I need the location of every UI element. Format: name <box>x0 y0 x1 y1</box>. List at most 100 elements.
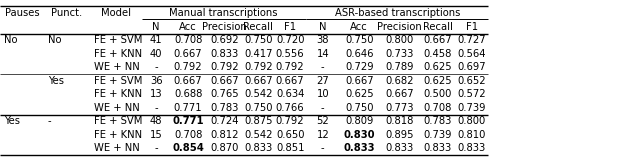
Text: 0.810: 0.810 <box>458 130 486 140</box>
Text: 0.765: 0.765 <box>210 89 239 99</box>
Text: 0.688: 0.688 <box>174 89 202 99</box>
Text: 0.739: 0.739 <box>423 130 452 140</box>
Text: 0.789: 0.789 <box>385 62 413 72</box>
Text: WE + NN: WE + NN <box>94 103 140 113</box>
Text: 0.667: 0.667 <box>244 76 273 86</box>
Text: N: N <box>152 22 160 32</box>
Text: 0.854: 0.854 <box>172 143 204 153</box>
Text: 0.542: 0.542 <box>244 130 273 140</box>
Text: 0.851: 0.851 <box>276 143 305 153</box>
Text: -: - <box>154 62 158 72</box>
Text: 0.727: 0.727 <box>458 35 486 45</box>
Text: Manual transcriptions: Manual transcriptions <box>169 8 277 18</box>
Text: 36: 36 <box>150 76 163 86</box>
Text: 0.783: 0.783 <box>210 103 239 113</box>
Text: 0.818: 0.818 <box>385 116 413 126</box>
Text: 0.692: 0.692 <box>210 35 239 45</box>
Text: No: No <box>4 35 18 45</box>
Text: 0.417: 0.417 <box>244 49 273 59</box>
Text: 0.750: 0.750 <box>244 103 273 113</box>
Text: Model: Model <box>101 8 131 18</box>
Text: 40: 40 <box>150 49 163 59</box>
Text: 0.720: 0.720 <box>276 35 305 45</box>
Text: 0.729: 0.729 <box>345 62 374 72</box>
Text: 0.556: 0.556 <box>276 49 305 59</box>
Text: WE + NN: WE + NN <box>94 62 140 72</box>
Text: 0.833: 0.833 <box>210 49 239 59</box>
Text: 12: 12 <box>316 130 329 140</box>
Text: 0.833: 0.833 <box>344 143 375 153</box>
Text: N: N <box>319 22 326 32</box>
Text: 0.634: 0.634 <box>276 89 305 99</box>
Text: 0.875: 0.875 <box>244 116 273 126</box>
Text: 0.895: 0.895 <box>385 130 413 140</box>
Text: 0.792: 0.792 <box>174 62 202 72</box>
Text: Yes: Yes <box>48 76 64 86</box>
Text: 0.625: 0.625 <box>423 76 452 86</box>
Text: 0.739: 0.739 <box>458 103 486 113</box>
Text: 0.667: 0.667 <box>174 76 202 86</box>
Text: 0.708: 0.708 <box>424 103 452 113</box>
Text: 0.652: 0.652 <box>458 76 486 86</box>
Text: F1: F1 <box>466 22 478 32</box>
Text: 0.833: 0.833 <box>458 143 486 153</box>
Text: 10: 10 <box>316 89 329 99</box>
Text: 38: 38 <box>317 35 329 45</box>
Text: -: - <box>321 62 324 72</box>
Text: 13: 13 <box>150 89 163 99</box>
Text: 0.833: 0.833 <box>424 143 452 153</box>
Text: FE + SVM: FE + SVM <box>94 76 142 86</box>
Text: 0.625: 0.625 <box>423 62 452 72</box>
Text: -: - <box>154 143 158 153</box>
Text: 0.771: 0.771 <box>172 116 204 126</box>
Text: 0.458: 0.458 <box>424 49 452 59</box>
Text: WE + NN: WE + NN <box>94 143 140 153</box>
Text: 0.708: 0.708 <box>174 130 202 140</box>
Text: 0.733: 0.733 <box>385 49 413 59</box>
Text: 0.792: 0.792 <box>210 62 239 72</box>
Text: Precision: Precision <box>377 22 422 32</box>
Text: 0.783: 0.783 <box>424 116 452 126</box>
Text: 0.812: 0.812 <box>210 130 239 140</box>
Text: Pauses: Pauses <box>5 8 40 18</box>
Text: 0.771: 0.771 <box>174 103 202 113</box>
Text: 14: 14 <box>316 49 329 59</box>
Text: 0.697: 0.697 <box>458 62 486 72</box>
Text: 27: 27 <box>316 76 329 86</box>
Text: 52: 52 <box>316 116 329 126</box>
Text: 41: 41 <box>150 35 163 45</box>
Text: 0.564: 0.564 <box>458 49 486 59</box>
Text: ASR-based transcriptions: ASR-based transcriptions <box>335 8 460 18</box>
Text: 15: 15 <box>150 130 163 140</box>
Text: FE + KNN: FE + KNN <box>94 89 142 99</box>
Text: -: - <box>48 116 51 126</box>
Text: 0.650: 0.650 <box>276 130 305 140</box>
Text: 0.724: 0.724 <box>210 116 239 126</box>
Text: FE + SVM: FE + SVM <box>94 116 142 126</box>
Text: 0.750: 0.750 <box>345 103 374 113</box>
Text: -: - <box>154 103 158 113</box>
Text: 0.646: 0.646 <box>345 49 374 59</box>
Text: Yes: Yes <box>4 116 20 126</box>
Text: 0.830: 0.830 <box>344 130 375 140</box>
Text: FE + KNN: FE + KNN <box>94 49 142 59</box>
Text: 0.625: 0.625 <box>345 89 374 99</box>
Text: 0.500: 0.500 <box>424 89 452 99</box>
Text: 0.833: 0.833 <box>385 143 413 153</box>
Text: 48: 48 <box>150 116 163 126</box>
Text: 0.792: 0.792 <box>276 62 305 72</box>
Text: 0.800: 0.800 <box>458 116 486 126</box>
Text: -: - <box>321 143 324 153</box>
Text: 0.750: 0.750 <box>244 35 273 45</box>
Text: 0.750: 0.750 <box>345 35 374 45</box>
Text: 0.766: 0.766 <box>276 103 305 113</box>
Text: Punct.: Punct. <box>51 8 83 18</box>
Text: 0.792: 0.792 <box>276 116 305 126</box>
Text: Recall: Recall <box>422 22 452 32</box>
Text: 0.809: 0.809 <box>345 116 373 126</box>
Text: 0.667: 0.667 <box>276 76 305 86</box>
Text: FE + KNN: FE + KNN <box>94 130 142 140</box>
Text: FE + SVM: FE + SVM <box>94 35 142 45</box>
Text: No: No <box>48 35 61 45</box>
Text: 0.833: 0.833 <box>244 143 272 153</box>
